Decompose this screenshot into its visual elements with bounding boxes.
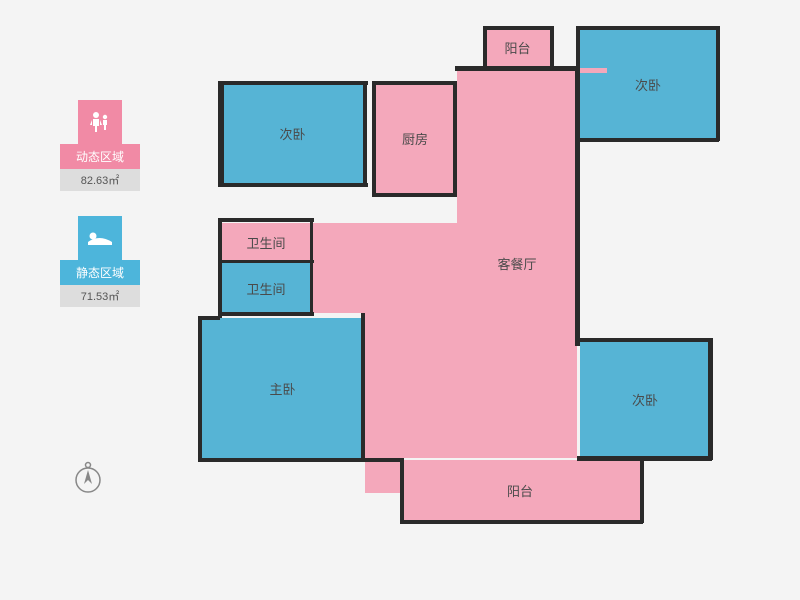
room-balcony-bottom-ext (365, 458, 403, 493)
wall-19 (455, 66, 580, 71)
wall-1 (218, 81, 368, 85)
wall-27 (218, 260, 314, 263)
room-living-dining-ext1 (365, 313, 460, 458)
wall-23 (372, 193, 457, 197)
room-bathroom-2: 卫生间 (220, 263, 312, 313)
wall-7 (400, 520, 643, 524)
wall-22 (453, 81, 457, 196)
room-living-dining-ext2 (577, 68, 607, 73)
legend-dynamic-label: 动态区域 (60, 144, 140, 169)
wall-29 (310, 218, 313, 315)
wall-12 (716, 26, 720, 141)
wall-13 (576, 26, 719, 30)
wall-18 (483, 26, 487, 68)
legend-static: 静态区域 71.53㎡ (60, 216, 140, 307)
wall-11 (577, 338, 712, 342)
sleep-icon (78, 216, 122, 260)
wall-4 (198, 316, 202, 461)
room-kitchen: 厨房 (375, 83, 455, 193)
legend-static-value: 71.53㎡ (60, 285, 140, 307)
wall-15 (576, 138, 719, 142)
wall-31 (575, 66, 580, 346)
legend-dynamic: 动态区域 82.63㎡ (60, 100, 140, 191)
people-icon (78, 100, 122, 144)
wall-2 (218, 218, 222, 318)
legend-dynamic-value: 82.63㎡ (60, 169, 140, 191)
wall-9 (577, 456, 712, 461)
room-bathroom-1: 卫生间 (220, 223, 312, 261)
wall-17 (483, 26, 553, 30)
floorplan: 阳台次卧次卧厨房客餐厅卫生间卫生间主卧次卧阳台 (200, 28, 740, 568)
wall-24 (363, 81, 367, 186)
room-living-dining: 客餐厅 (457, 68, 577, 458)
wall-26 (218, 218, 314, 222)
compass-icon (70, 460, 106, 501)
wall-14 (576, 26, 580, 66)
legend-panel: 动态区域 82.63㎡ 静态区域 71.53㎡ (60, 100, 140, 332)
wall-0 (218, 81, 224, 186)
wall-30 (361, 313, 365, 461)
room-secondary-bedroom-right: 次卧 (580, 340, 710, 458)
room-balcony-bottom: 阳台 (400, 460, 640, 520)
wall-8 (640, 458, 644, 523)
legend-static-label: 静态区域 (60, 260, 140, 285)
wall-5 (198, 458, 403, 462)
wall-20 (372, 81, 457, 85)
room-master-bedroom: 主卧 (200, 318, 365, 458)
room-secondary-bedroom-topright: 次卧 (578, 28, 718, 140)
wall-21 (372, 81, 376, 196)
wall-28 (218, 312, 314, 316)
wall-16 (550, 26, 554, 68)
room-balcony-top: 阳台 (485, 28, 550, 66)
wall-25 (218, 183, 368, 187)
wall-6 (400, 458, 404, 523)
room-secondary-bedroom-topleft: 次卧 (220, 83, 365, 183)
room-hallway (312, 223, 460, 313)
wall-10 (708, 338, 713, 460)
